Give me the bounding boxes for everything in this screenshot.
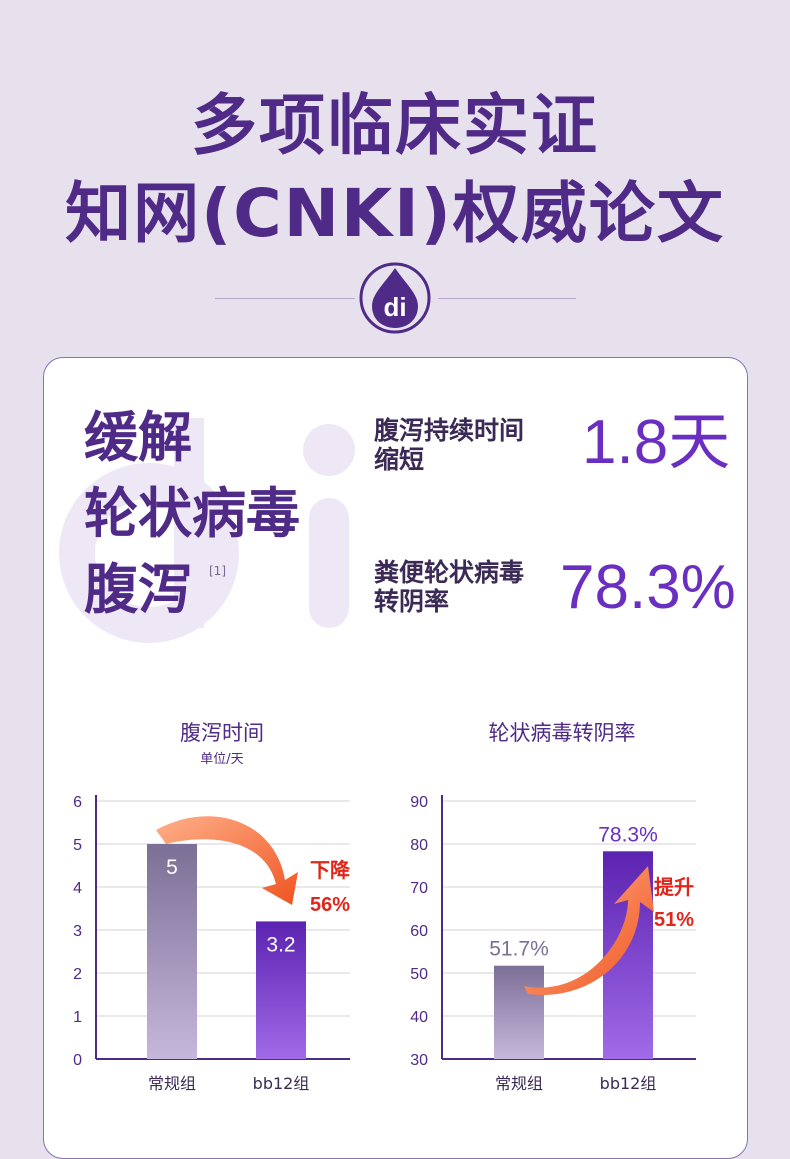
chart1-ytick: 6 — [73, 794, 82, 811]
brand-logo: di — [359, 262, 431, 334]
chart1-data-label: 5 — [166, 856, 178, 879]
chart1-decrease-arrow — [156, 816, 298, 905]
stat-label-duration-line2: 缩短 — [374, 445, 425, 474]
headline-line2: 轮状病毒 — [84, 482, 300, 545]
chart2-ytick: 80 — [410, 837, 428, 854]
chart1-annotation-line1: 下降 — [310, 858, 351, 882]
headline-line1: 缓解 — [84, 406, 192, 469]
chart1-category-label: bb12组 — [253, 1074, 310, 1093]
chart2-ytick: 70 — [410, 880, 428, 897]
chart1-data-label: 3.2 — [266, 933, 295, 956]
reference-mark: [1] — [209, 564, 226, 578]
chart1-bar-2 — [256, 921, 306, 1059]
chart2-category-label: bb12组 — [600, 1074, 657, 1093]
stat-label-duration-line1: 腹泻持续时间 — [374, 416, 525, 445]
logo-text: di — [383, 292, 406, 322]
chart2-annotation-line1: 提升 — [654, 875, 694, 899]
chart2-ytick: 30 — [410, 1052, 428, 1069]
stat-label-conversion-line2: 转阴率 — [374, 587, 450, 616]
divider-right — [438, 298, 576, 299]
chart2-data-label: 51.7% — [489, 938, 549, 961]
chart2-increase-arrow — [524, 866, 654, 995]
chart2-title: 轮状病毒转阴率 — [489, 721, 636, 745]
stat-value-duration: 1.8天 — [582, 408, 731, 477]
chart1-category-label: 常规组 — [148, 1074, 196, 1093]
stat-label-duration: 腹泻持续时间 缩短 — [374, 416, 564, 474]
chart2-category-label: 常规组 — [495, 1074, 543, 1093]
chart2-ytick: 60 — [410, 923, 428, 940]
stat-value-conversion: 78.3% — [560, 553, 736, 622]
chart1-subtitle: 单位/天 — [200, 752, 243, 767]
chart2-data-label: 78.3% — [598, 823, 658, 846]
chart2-ytick: 90 — [410, 794, 428, 811]
page-title-line1: 多项临床实证 — [191, 87, 599, 164]
chart1-ytick: 0 — [73, 1052, 82, 1069]
divider-left — [215, 298, 355, 299]
chart1-bar-1 — [147, 844, 197, 1059]
chart2-bar-1 — [494, 965, 544, 1059]
watermark-logo — [59, 418, 355, 643]
chart1-ytick: 3 — [73, 923, 82, 940]
chart1-ytick: 1 — [73, 1009, 82, 1026]
chart1-ytick: 5 — [73, 837, 82, 854]
page-title-line2: 知网(CNKI)权威论文 — [65, 175, 725, 252]
stat-label-conversion-line1: 粪便轮状病毒 — [374, 558, 525, 587]
chart2-ytick: 40 — [410, 1009, 428, 1026]
chart1-annotation-line2: 56% — [310, 894, 350, 916]
chart1-ytick: 2 — [73, 966, 82, 983]
headline-line3: 腹泻 — [84, 558, 192, 621]
chart2-annotation-line2: 51% — [654, 909, 694, 931]
chart2-ytick: 50 — [410, 966, 428, 983]
chart1-ytick: 4 — [73, 880, 82, 897]
chart1-title: 腹泻时间 — [180, 721, 264, 745]
stat-label-conversion: 粪便轮状病毒 转阴率 — [374, 558, 564, 616]
